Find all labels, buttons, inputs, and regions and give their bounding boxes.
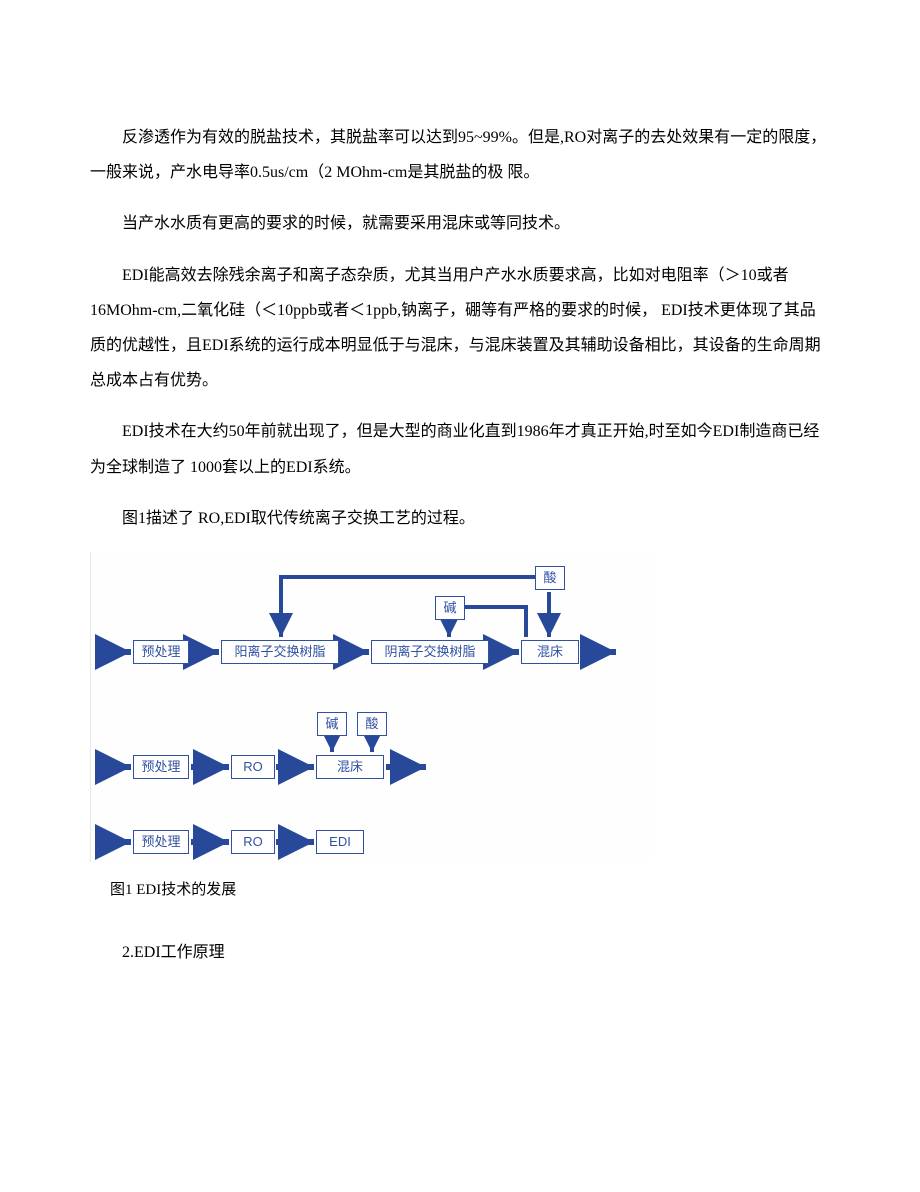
node-alkali-2: 碱 — [317, 712, 347, 736]
node-pretreatment-1: 预处理 — [133, 640, 189, 664]
node-pretreatment-3: 预处理 — [133, 830, 189, 854]
node-anion-resin: 阴离子交换树脂 — [371, 640, 489, 664]
node-ro-1: RO — [231, 755, 275, 779]
node-edi: EDI — [316, 830, 364, 854]
paragraph-4: EDI技术在大约50年前就出现了，但是大型的商业化直到1986年才真正开始,时至… — [90, 414, 830, 484]
node-mixed-bed-2: 混床 — [316, 755, 384, 779]
section-2-heading: 2.EDI工作原理 — [90, 935, 830, 970]
paragraph-3: EDI能高效去除残余离子和离子态杂质，尤其当用户产水水质要求高，比如对电阻率（＞… — [90, 258, 830, 399]
figure-caption: 图1 EDI技术的发展 — [110, 874, 830, 907]
node-mixed-bed-1: 混床 — [521, 640, 579, 664]
node-pretreatment-2: 预处理 — [133, 755, 189, 779]
node-alkali-1: 碱 — [435, 596, 465, 620]
paragraph-5: 图1描述了 RO,EDI取代传统离子交换工艺的过程。 — [90, 501, 830, 536]
paragraph-1: 反渗透作为有效的脱盐技术，其脱盐率可以达到95~99%。但是,RO对离子的去处效… — [90, 120, 830, 190]
node-cation-resin: 阳离子交换树脂 — [221, 640, 339, 664]
paragraph-2: 当产水水质有更高的要求的时候，就需要采用混床或等同技术。 — [90, 206, 830, 241]
flowchart-diagram: 预处理 阳离子交换树脂 阴离子交换树脂 混床 酸 碱 预处理 RO 混床 碱 酸… — [90, 552, 650, 862]
arrows-svg — [91, 552, 651, 862]
node-acid-1: 酸 — [535, 566, 565, 590]
node-ro-2: RO — [231, 830, 275, 854]
node-acid-2: 酸 — [357, 712, 387, 736]
